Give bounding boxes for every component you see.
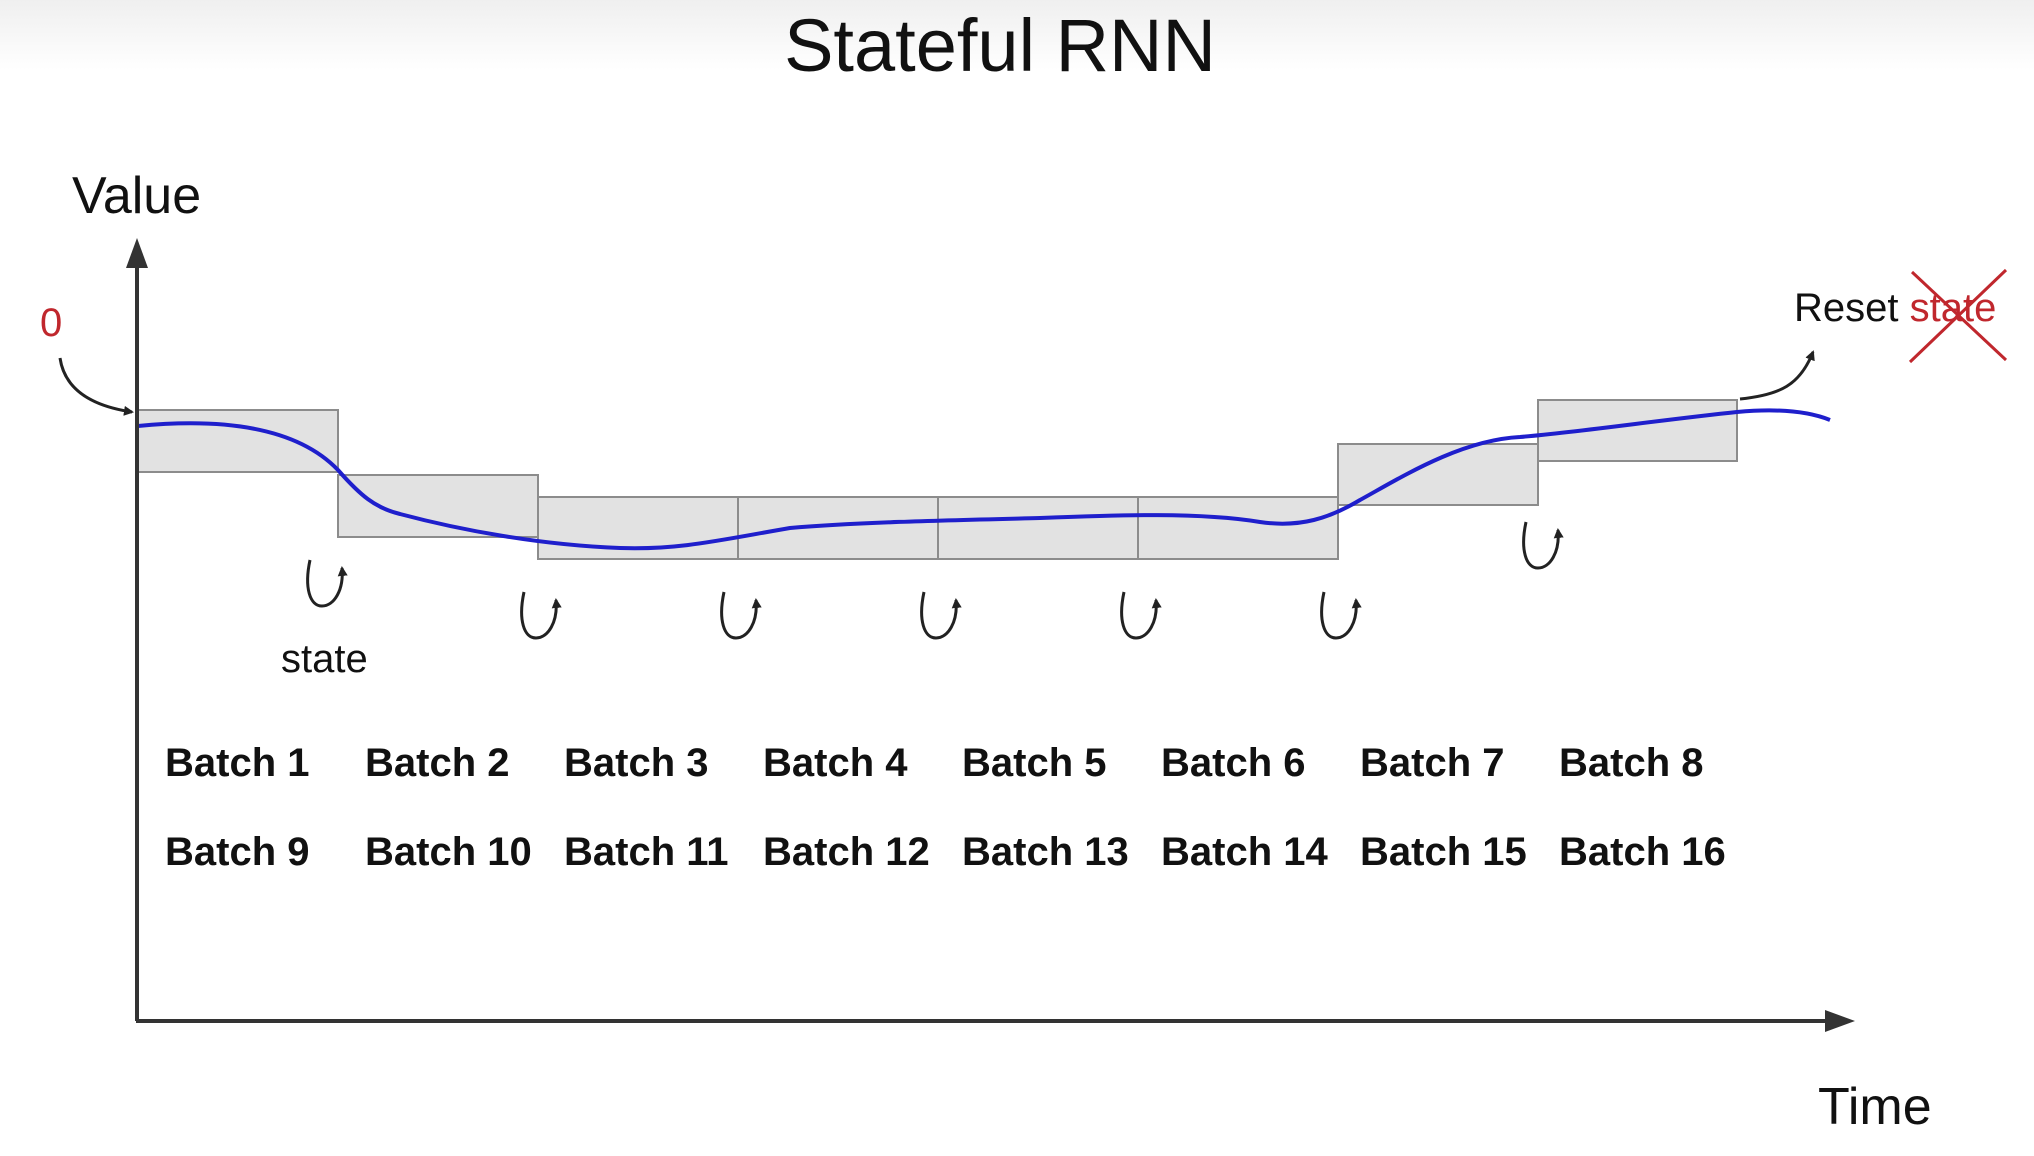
reset-word: Reset [1794,286,1899,330]
initial-state-label: 0 [40,301,63,345]
batch-box-5 [937,496,1139,560]
batch-label: Batch 1 [165,741,310,785]
state-arrow-icon-7 [1522,521,1564,570]
batch-label: Batch 12 [763,830,930,874]
state-label: state [281,637,368,681]
initial-state-arrow [58,357,134,416]
title-bar-shade [0,0,2034,70]
y-axis-label: Value [72,167,202,225]
batch-box-7 [1337,443,1539,506]
batch-boxes [137,399,1738,560]
batch-label: Batch 4 [763,741,908,785]
batch-label: Batch 3 [564,741,709,785]
state-arrow-icon-3 [720,591,762,640]
batch-label: Batch 2 [365,741,510,785]
batch-box-1 [137,409,339,473]
batch-label: Batch 9 [165,830,310,874]
state-arrow-icon-5 [1120,591,1162,640]
batch-label: Batch 16 [1559,830,1726,874]
state-arrows [306,521,1564,640]
batch-label: Batch 7 [1360,741,1505,785]
batch-label: Batch 10 [365,830,532,874]
state-arrow-icon-6 [1320,591,1362,640]
reset-state-arrow [1739,350,1815,401]
batch-box-6 [1137,496,1339,560]
batch-label: Batch 13 [962,830,1129,874]
diagram-title: Stateful RNN [784,4,1216,87]
batch-label: Batch 15 [1360,830,1527,874]
batch-label: Batch 11 [564,830,729,874]
batch-label: Batch 14 [1161,830,1328,874]
x-axis-label: Time [1818,1078,1932,1136]
batch-box-4 [737,496,939,560]
value-curve [137,408,1831,551]
y-axis-arrowhead [126,238,148,268]
batch-label: Batch 5 [962,741,1107,785]
x-axis-arrowhead [1825,1010,1855,1032]
batch-box-2 [337,474,539,538]
batch-label: Batch 8 [1559,741,1704,785]
state-arrow-icon-1 [306,559,348,608]
axes [126,238,1855,1032]
state-arrow-icon-4 [920,591,962,640]
state-arrow-icon-2 [520,591,562,640]
batch-label: Batch 6 [1161,741,1306,785]
reset-cross-icon [1908,268,2008,364]
